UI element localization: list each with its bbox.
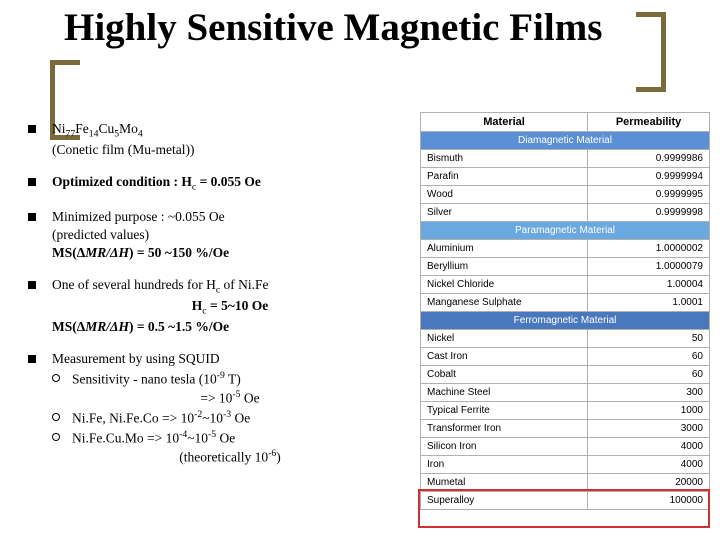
minimized-l1: Minimized purpose : ~0.055 Oe: [52, 208, 225, 226]
subbullet-icon: [52, 374, 60, 382]
table-row: Wood0.9999995: [421, 186, 710, 204]
table-row: Iron4000: [421, 456, 710, 474]
table-row: Cast Iron60: [421, 348, 710, 366]
permeability-table: Material Permeability Diamagnetic Materi…: [420, 112, 710, 510]
bullet-icon: [28, 178, 36, 186]
category-paramagnetic: Paramagnetic Material: [421, 222, 710, 240]
bullet-squid: Measurement by using SQUID Sensitivity -…: [28, 350, 408, 467]
table-row: Cobalt60: [421, 366, 710, 384]
table-row: Mumetal20000: [421, 474, 710, 492]
table-row: Nickel Chloride1.00004: [421, 276, 710, 294]
optimized-text: Optimized condition : Hc = 0.055 Oe: [52, 173, 261, 194]
table-row: Parafin0.9999994: [421, 168, 710, 186]
table-row: Silicon Iron4000: [421, 438, 710, 456]
squid-sens-conv: => 10-5 Oe: [52, 388, 408, 408]
bullet-composition: Ni77Fe14Cu5Mo4 (Conetic film (Mu-metal)): [28, 120, 408, 159]
composition-note: (Conetic film (Mu-metal)): [52, 141, 194, 159]
subbullet-icon: [52, 433, 60, 441]
table-row: Superalloy100000: [421, 492, 710, 510]
squid-nife: Ni.Fe, Ni.Fe.Co => 10-2~10-3 Oe: [52, 408, 408, 428]
table-row: Machine Steel300: [421, 384, 710, 402]
squid-title: Measurement by using SQUID: [52, 350, 220, 368]
bullet-icon: [28, 281, 36, 289]
title-container: Highly Sensitive Magnetic Films: [64, 6, 664, 50]
page-title: Highly Sensitive Magnetic Films: [64, 6, 664, 50]
table-row: Bismuth0.9999986: [421, 150, 710, 168]
header-material: Material: [421, 113, 588, 132]
composition-formula: Ni77Fe14Cu5Mo4: [52, 120, 143, 141]
hundreds-l2: Hc = 5~10 Oe: [52, 297, 408, 318]
table-row: Transformer Iron3000: [421, 420, 710, 438]
category-ferromagnetic: Ferromagnetic Material: [421, 312, 710, 330]
minimized-l3: MS(ΔMR/ΔH) = 50 ~150 %/Oe: [52, 244, 229, 262]
table-header-row: Material Permeability: [421, 113, 710, 132]
squid-theoretical: (theoretically 10-6): [52, 447, 408, 467]
bullet-icon: [28, 125, 36, 133]
bullet-optimized: Optimized condition : Hc = 0.055 Oe: [28, 173, 408, 194]
table-row: Beryllium1.0000079: [421, 258, 710, 276]
table-row: Manganese Sulphate1.0001: [421, 294, 710, 312]
table-row: Typical Ferrite1000: [421, 402, 710, 420]
header-permeability: Permeability: [588, 113, 710, 132]
table-row: Nickel50: [421, 330, 710, 348]
hundreds-l3: MS(ΔMR/ΔH) = 0.5 ~1.5 %/Oe: [52, 318, 229, 336]
bullet-list: Ni77Fe14Cu5Mo4 (Conetic film (Mu-metal))…: [28, 120, 408, 467]
bullet-minimized: Minimized purpose : ~0.055 Oe (predicted…: [28, 208, 408, 263]
table-row: Silver0.9999998: [421, 204, 710, 222]
squid-nifecumo: Ni.Fe.Cu.Mo => 10-4~10-5 Oe: [52, 428, 408, 448]
hundreds-l1: One of several hundreds for Hc of Ni.Fe: [52, 276, 269, 297]
bullet-icon: [28, 213, 36, 221]
squid-sensitivity: Sensitivity - nano tesla (10-9 T): [52, 369, 408, 389]
table-row: Aluminium1.0000002: [421, 240, 710, 258]
bullet-hundreds: One of several hundreds for Hc of Ni.Fe …: [28, 276, 408, 336]
subbullet-icon: [52, 413, 60, 421]
bullet-icon: [28, 355, 36, 363]
minimized-l2: (predicted values): [52, 226, 149, 244]
category-diamagnetic: Diamagnetic Material: [421, 132, 710, 150]
